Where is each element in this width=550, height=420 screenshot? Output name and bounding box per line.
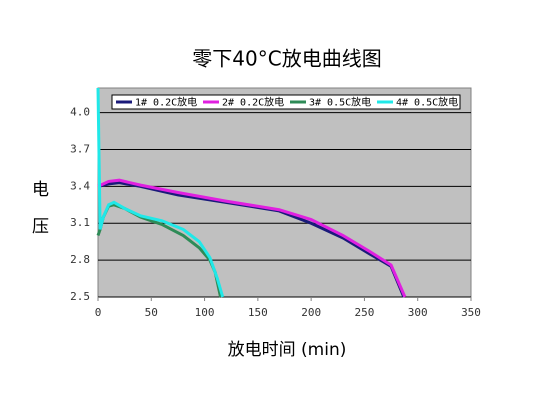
plot-area	[97, 87, 472, 298]
legend-label: 4# 0.5C放电	[396, 96, 458, 109]
y-tick-label: 2.8	[70, 253, 90, 266]
y-tick-label: 3.7	[70, 142, 90, 155]
legend-label: 2# 0.2C放电	[222, 96, 284, 109]
x-tick-label: 50	[145, 306, 158, 319]
legend-label: 1# 0.2C放电	[135, 96, 197, 109]
legend-box	[111, 94, 461, 110]
x-tick-label: 150	[248, 306, 268, 319]
x-axis-label: 放电时间 (min)	[228, 340, 347, 360]
y-tick-label: 3.4	[70, 179, 90, 192]
y-tick-label: 4.0	[70, 106, 90, 119]
y-axis-label: 电压	[28, 180, 49, 254]
x-tick-label: 200	[301, 306, 321, 319]
x-tick-label: 350	[461, 306, 481, 319]
x-tick-label: 0	[95, 306, 102, 319]
x-tick-label: 250	[354, 306, 374, 319]
legend-label: 3# 0.5C放电	[309, 96, 371, 109]
y-tick-label: 2.5	[70, 290, 90, 303]
series-line	[97, 178, 407, 298]
series-line	[96, 87, 225, 298]
chart-title: 零下40°C放电曲线图	[192, 47, 381, 71]
x-tick-label: 300	[408, 306, 428, 319]
x-tick-label: 100	[195, 306, 215, 319]
y-tick-label: 3.1	[70, 216, 90, 229]
